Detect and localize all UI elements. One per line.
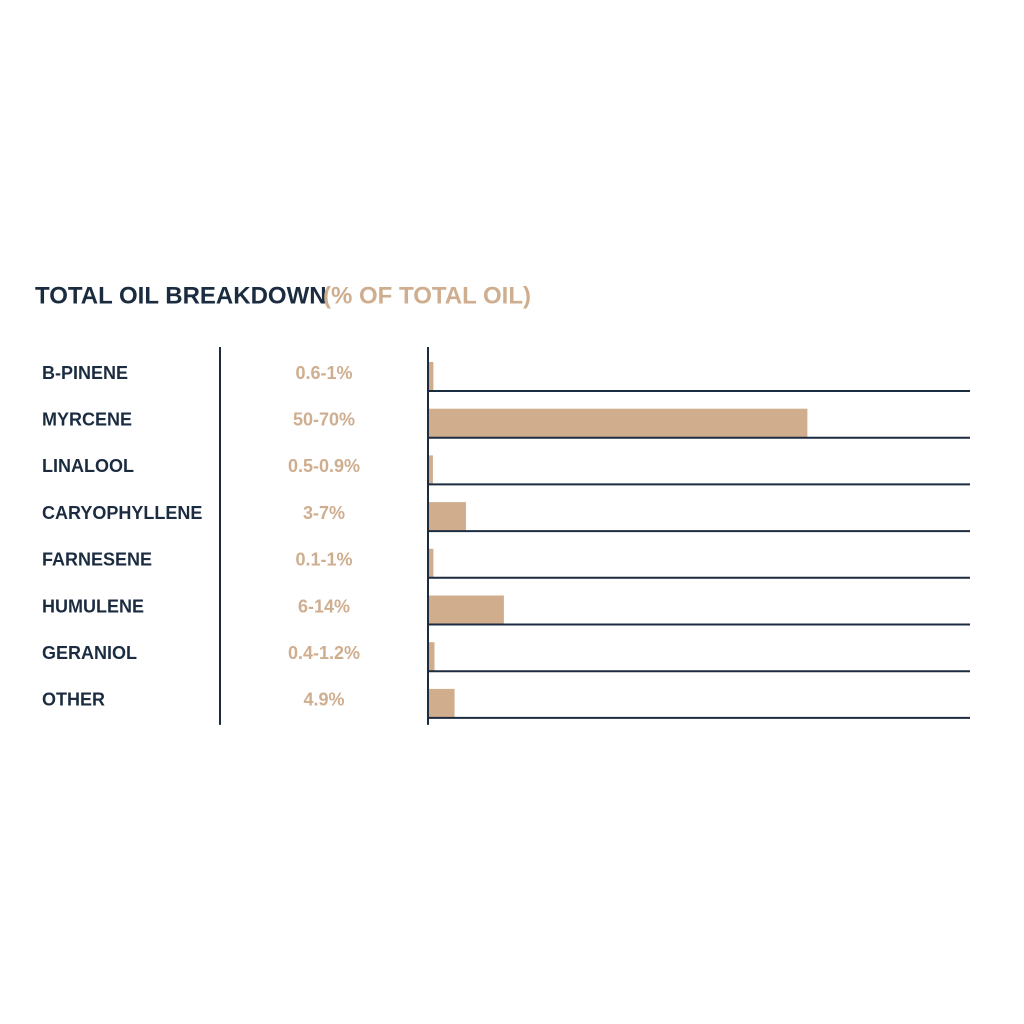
category-label: MYRCENE <box>42 409 132 429</box>
bar <box>428 688 455 718</box>
value-label: 0.5-0.9% <box>288 456 360 476</box>
value-label: 0.4-1.2% <box>288 643 360 663</box>
bar <box>428 642 435 672</box>
bar <box>428 408 808 438</box>
value-label: 0.1-1% <box>295 550 352 570</box>
value-label: 50-70% <box>293 409 355 429</box>
value-label: 6-14% <box>298 596 350 616</box>
value-label: 4.9% <box>303 690 344 710</box>
value-label: 3-7% <box>303 503 345 523</box>
chart-title: TOTAL OIL BREAKDOWN <box>35 282 327 309</box>
bar <box>428 455 433 485</box>
category-label: LINALOOL <box>42 456 134 476</box>
category-label: CARYOPHYLLENE <box>42 503 202 523</box>
bar <box>428 595 504 625</box>
category-label: OTHER <box>42 690 105 710</box>
category-label: B-PINENE <box>42 363 128 383</box>
category-label: FARNESENE <box>42 550 152 570</box>
category-label: GERANIOL <box>42 643 137 663</box>
chart-subtitle: (% OF TOTAL OIL) <box>323 282 531 309</box>
bar <box>428 548 434 578</box>
category-label: HUMULENE <box>42 596 144 616</box>
bar <box>428 502 466 532</box>
bar <box>428 362 434 391</box>
value-label: 0.6-1% <box>295 363 352 383</box>
